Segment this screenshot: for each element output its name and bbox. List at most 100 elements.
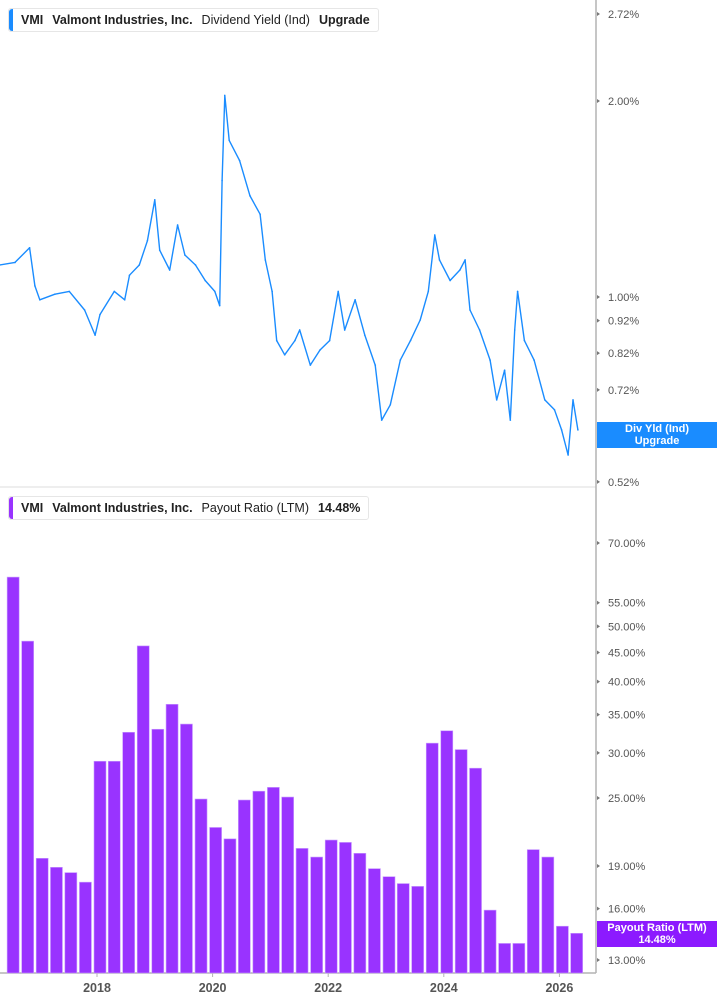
payout-bar <box>425 742 439 974</box>
yield-point <box>319 349 321 351</box>
payout-bar <box>35 858 49 974</box>
yield-point <box>478 329 481 331</box>
y-tick-mark <box>597 650 600 655</box>
yield-point <box>34 285 36 287</box>
bottom-legend[interactable]: VMI Valmont Industries, Inc. Payout Rati… <box>8 496 370 520</box>
payout-bar <box>151 728 165 974</box>
y-tick-label: 1.00% <box>608 292 639 304</box>
yield-point <box>228 139 230 142</box>
yield-point <box>176 224 179 226</box>
top-legend[interactable]: VMI Valmont Industries, Inc. Dividend Yi… <box>8 8 379 32</box>
yield-point <box>343 329 346 331</box>
yield-point <box>553 409 556 411</box>
y-tick-label: 0.82% <box>608 348 639 360</box>
payout-bar <box>50 867 63 974</box>
yield-point <box>221 179 223 182</box>
legend-value[interactable]: Upgrade <box>318 13 370 27</box>
yield-point <box>275 339 278 342</box>
payout-bar <box>483 909 497 974</box>
y-tick-label: 30.00% <box>608 748 646 760</box>
payout-bar <box>353 852 367 974</box>
payout-bar <box>21 640 34 974</box>
yield-point <box>259 213 261 216</box>
yield-point <box>389 404 392 406</box>
y-tick-label: 0.72% <box>608 385 639 397</box>
payout-bar <box>454 749 468 974</box>
payout-bar <box>6 576 20 974</box>
payout-bar <box>136 645 150 974</box>
yield-point <box>39 299 41 301</box>
yield-point <box>449 279 451 282</box>
yield-point <box>154 199 156 201</box>
x-tick-label: 2020 <box>199 981 227 995</box>
x-tick-label: 2026 <box>545 981 573 995</box>
payout-bar <box>396 883 410 974</box>
yield-point <box>374 364 377 366</box>
payout-bar <box>570 932 583 974</box>
yield-point <box>544 399 546 401</box>
yield-point <box>438 259 441 261</box>
y-tick-mark <box>597 750 600 755</box>
x-tick-label: 2024 <box>430 981 458 995</box>
legend-company: Valmont Industries, Inc. <box>52 13 193 27</box>
dividend-yield-badge: Div Yld (Ind) Upgrade <box>597 422 717 448</box>
yield-point <box>495 399 498 401</box>
yield-point <box>218 304 221 307</box>
legend-metric: Payout Ratio (LTM) <box>201 501 309 515</box>
yield-point <box>264 259 267 261</box>
badge-value: Upgrade <box>634 435 680 447</box>
y-tick-mark <box>597 796 600 801</box>
x-tick-label: 2018 <box>83 981 111 995</box>
payout-bar <box>194 798 208 974</box>
legend-company: Valmont Industries, Inc. <box>52 501 193 515</box>
dividend-yield-line <box>0 94 579 456</box>
legend-color-bar <box>9 9 13 31</box>
payout-bar <box>541 856 555 974</box>
yield-point <box>533 359 535 361</box>
y-tick-mark <box>597 864 600 869</box>
y-tick-mark <box>597 99 600 103</box>
yield-point <box>146 239 149 242</box>
yield-point <box>464 259 466 261</box>
legend-ticker: VMI <box>21 13 44 27</box>
yield-point <box>469 309 471 311</box>
legend-metric: Dividend Yield (Ind) <box>201 13 310 27</box>
yield-point <box>128 274 131 277</box>
y-tick-label: 0.92% <box>608 316 639 328</box>
yield-point <box>409 339 412 342</box>
payout-bar <box>526 849 540 974</box>
yield-point <box>28 247 31 249</box>
yield-point <box>123 299 126 301</box>
yield-point <box>459 269 461 271</box>
yield-point <box>419 319 422 321</box>
yield-point <box>567 454 569 456</box>
yield-point <box>238 159 241 162</box>
payout-bar <box>469 767 482 974</box>
y-tick-label: 40.00% <box>608 677 646 689</box>
y-tick-mark <box>597 351 600 356</box>
payout-bar <box>165 703 179 974</box>
payout-bar <box>180 723 193 974</box>
payout-bar <box>411 886 424 974</box>
payout-bar <box>310 856 323 974</box>
yield-point <box>223 94 226 97</box>
badge-value: 14.48% <box>638 934 676 946</box>
yield-point <box>168 269 171 271</box>
badge-label: Payout Ratio (LTM) <box>607 922 707 934</box>
payout-bar <box>107 760 121 974</box>
payout-bar <box>223 838 237 974</box>
yield-point <box>184 254 186 256</box>
payout-bar <box>79 881 92 974</box>
y-tick-mark <box>597 295 600 299</box>
yield-point <box>283 354 286 356</box>
yield-point <box>54 293 56 295</box>
y-tick-label: 25.00% <box>608 793 646 805</box>
payout-bar <box>382 876 396 974</box>
y-tick-label: 19.00% <box>608 861 646 873</box>
payout-ratio-bars <box>6 576 583 974</box>
payout-bar <box>238 799 251 974</box>
y-tick-label: 70.00% <box>608 538 646 550</box>
y-tick-label: 0.52% <box>608 477 639 489</box>
